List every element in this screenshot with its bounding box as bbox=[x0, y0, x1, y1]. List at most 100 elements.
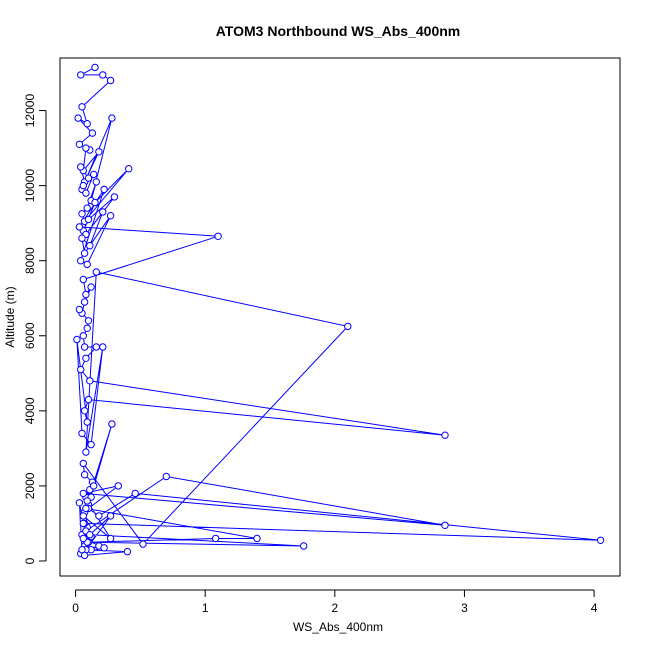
data-point bbox=[91, 63, 99, 72]
data-point bbox=[87, 440, 95, 449]
y-axis: 0 2000 4000 6000 8000 10000 12000 bbox=[23, 94, 47, 564]
data-point bbox=[108, 420, 116, 428]
data-point bbox=[92, 268, 101, 276]
data-point bbox=[84, 317, 93, 325]
series-line bbox=[76, 66, 601, 556]
data-point bbox=[83, 260, 91, 269]
x-tick-label: 3 bbox=[461, 601, 468, 615]
y-tick-label: 8000 bbox=[23, 247, 37, 274]
data-point bbox=[100, 185, 108, 194]
data-point bbox=[80, 407, 89, 415]
data-point bbox=[80, 298, 89, 306]
data-point bbox=[441, 521, 449, 529]
data-point bbox=[75, 223, 84, 231]
data-point bbox=[74, 114, 82, 122]
data-point bbox=[92, 178, 101, 186]
data-point bbox=[82, 144, 90, 152]
data-point bbox=[88, 129, 97, 137]
data-point bbox=[100, 544, 108, 552]
data-point bbox=[123, 547, 132, 556]
data-point bbox=[90, 482, 98, 490]
chart-title: ATOM3 Northbound WS_Abs_400nm bbox=[216, 23, 461, 39]
data-point bbox=[344, 322, 352, 331]
data-point bbox=[87, 283, 95, 291]
data-point bbox=[211, 534, 220, 543]
data-point bbox=[83, 204, 91, 212]
data-point bbox=[106, 76, 115, 85]
data-point bbox=[79, 275, 88, 284]
data-point bbox=[441, 431, 449, 439]
y-tick-label: 12000 bbox=[23, 94, 37, 128]
data-point bbox=[106, 212, 115, 220]
data-point bbox=[83, 418, 91, 426]
data-point bbox=[131, 489, 139, 498]
data-point bbox=[90, 170, 98, 179]
data-point bbox=[79, 181, 88, 190]
data-point bbox=[91, 198, 99, 207]
data-point bbox=[596, 536, 605, 544]
x-tick-label: 1 bbox=[202, 601, 209, 615]
data-point bbox=[75, 499, 84, 507]
data-point bbox=[79, 519, 88, 528]
data-point bbox=[214, 232, 222, 241]
y-tick-label: 2000 bbox=[23, 472, 37, 499]
x-tick-label: 0 bbox=[72, 601, 79, 615]
y-tick-label: 4000 bbox=[23, 397, 37, 424]
data-point bbox=[83, 324, 91, 332]
data-point bbox=[77, 163, 85, 171]
data-point bbox=[125, 165, 133, 173]
data-point bbox=[78, 429, 86, 438]
data-point bbox=[79, 534, 88, 543]
data-point bbox=[99, 208, 107, 216]
data-point bbox=[78, 210, 86, 218]
y-tick-label: 0 bbox=[23, 557, 37, 564]
data-point bbox=[92, 343, 101, 351]
data-point bbox=[84, 395, 93, 404]
data-point bbox=[79, 459, 88, 468]
data-point bbox=[83, 120, 91, 128]
data-point bbox=[108, 114, 116, 122]
data-point bbox=[78, 103, 86, 111]
data-series bbox=[73, 63, 605, 560]
plot-area-box bbox=[59, 57, 621, 577]
data-point bbox=[114, 482, 123, 490]
data-point bbox=[83, 497, 91, 505]
data-point bbox=[106, 534, 115, 543]
data-point bbox=[75, 140, 84, 149]
data-point bbox=[82, 354, 90, 362]
data-point bbox=[95, 512, 103, 520]
x-axis: 0 1 2 3 4 bbox=[72, 589, 598, 615]
data-point bbox=[75, 305, 84, 314]
data-point bbox=[82, 290, 90, 299]
data-point bbox=[84, 174, 93, 182]
data-point bbox=[80, 343, 89, 351]
x-tick-label: 2 bbox=[331, 601, 338, 615]
data-point bbox=[82, 189, 90, 197]
data-point bbox=[82, 448, 90, 456]
y-axis-label: Altitude (m) bbox=[3, 286, 17, 347]
data-point bbox=[79, 512, 88, 520]
data-point bbox=[79, 332, 88, 340]
data-point bbox=[84, 215, 93, 224]
data-point bbox=[110, 193, 119, 201]
data-point bbox=[139, 540, 147, 548]
data-point bbox=[300, 542, 308, 550]
data-point bbox=[86, 377, 94, 385]
data-point bbox=[99, 343, 107, 351]
data-point bbox=[78, 546, 86, 554]
data-point bbox=[77, 257, 85, 265]
y-tick-label: 10000 bbox=[23, 169, 37, 203]
data-point bbox=[82, 504, 90, 513]
data-point bbox=[99, 71, 107, 79]
data-point bbox=[80, 249, 89, 257]
data-point bbox=[95, 148, 103, 156]
x-tick-label: 4 bbox=[591, 601, 598, 615]
x-axis-label: WS_Abs_400nm bbox=[293, 620, 383, 634]
data-point bbox=[73, 335, 81, 344]
y-tick-label: 6000 bbox=[23, 322, 37, 349]
data-point bbox=[86, 242, 94, 250]
data-point bbox=[77, 365, 85, 374]
data-point bbox=[162, 472, 171, 481]
data-point bbox=[78, 234, 86, 242]
